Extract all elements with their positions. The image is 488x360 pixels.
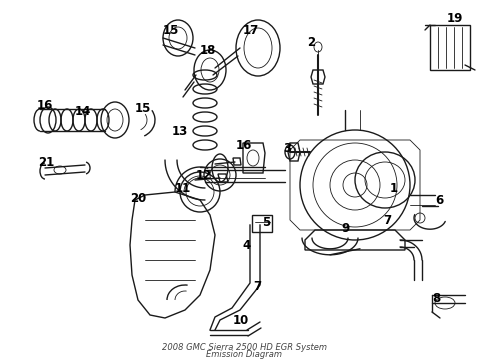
Text: 5: 5 [262,216,270,229]
Text: 14: 14 [75,104,91,117]
Text: 20: 20 [130,192,146,204]
Text: 4: 4 [242,239,250,252]
Text: 11: 11 [175,181,191,194]
Text: 10: 10 [232,314,249,327]
Text: 21: 21 [38,156,54,168]
Text: 2008 GMC Sierra 2500 HD EGR System: 2008 GMC Sierra 2500 HD EGR System [162,343,326,352]
Text: 12: 12 [196,168,212,181]
Text: 19: 19 [446,12,463,24]
Text: 15: 15 [163,23,179,36]
Text: 16: 16 [37,99,53,112]
Text: 18: 18 [200,44,216,57]
Text: 6: 6 [434,194,442,207]
Text: Emission Diagram: Emission Diagram [206,350,282,359]
Text: 9: 9 [340,221,348,234]
Text: 7: 7 [252,279,261,292]
Text: 17: 17 [243,23,259,36]
Text: 13: 13 [172,125,188,138]
Text: 8: 8 [431,292,439,305]
Text: 2: 2 [306,36,314,49]
Text: 16: 16 [236,139,252,152]
Text: 1: 1 [389,181,397,194]
Text: 15: 15 [135,102,151,114]
Text: 7: 7 [382,213,390,226]
Text: 3: 3 [283,141,290,154]
